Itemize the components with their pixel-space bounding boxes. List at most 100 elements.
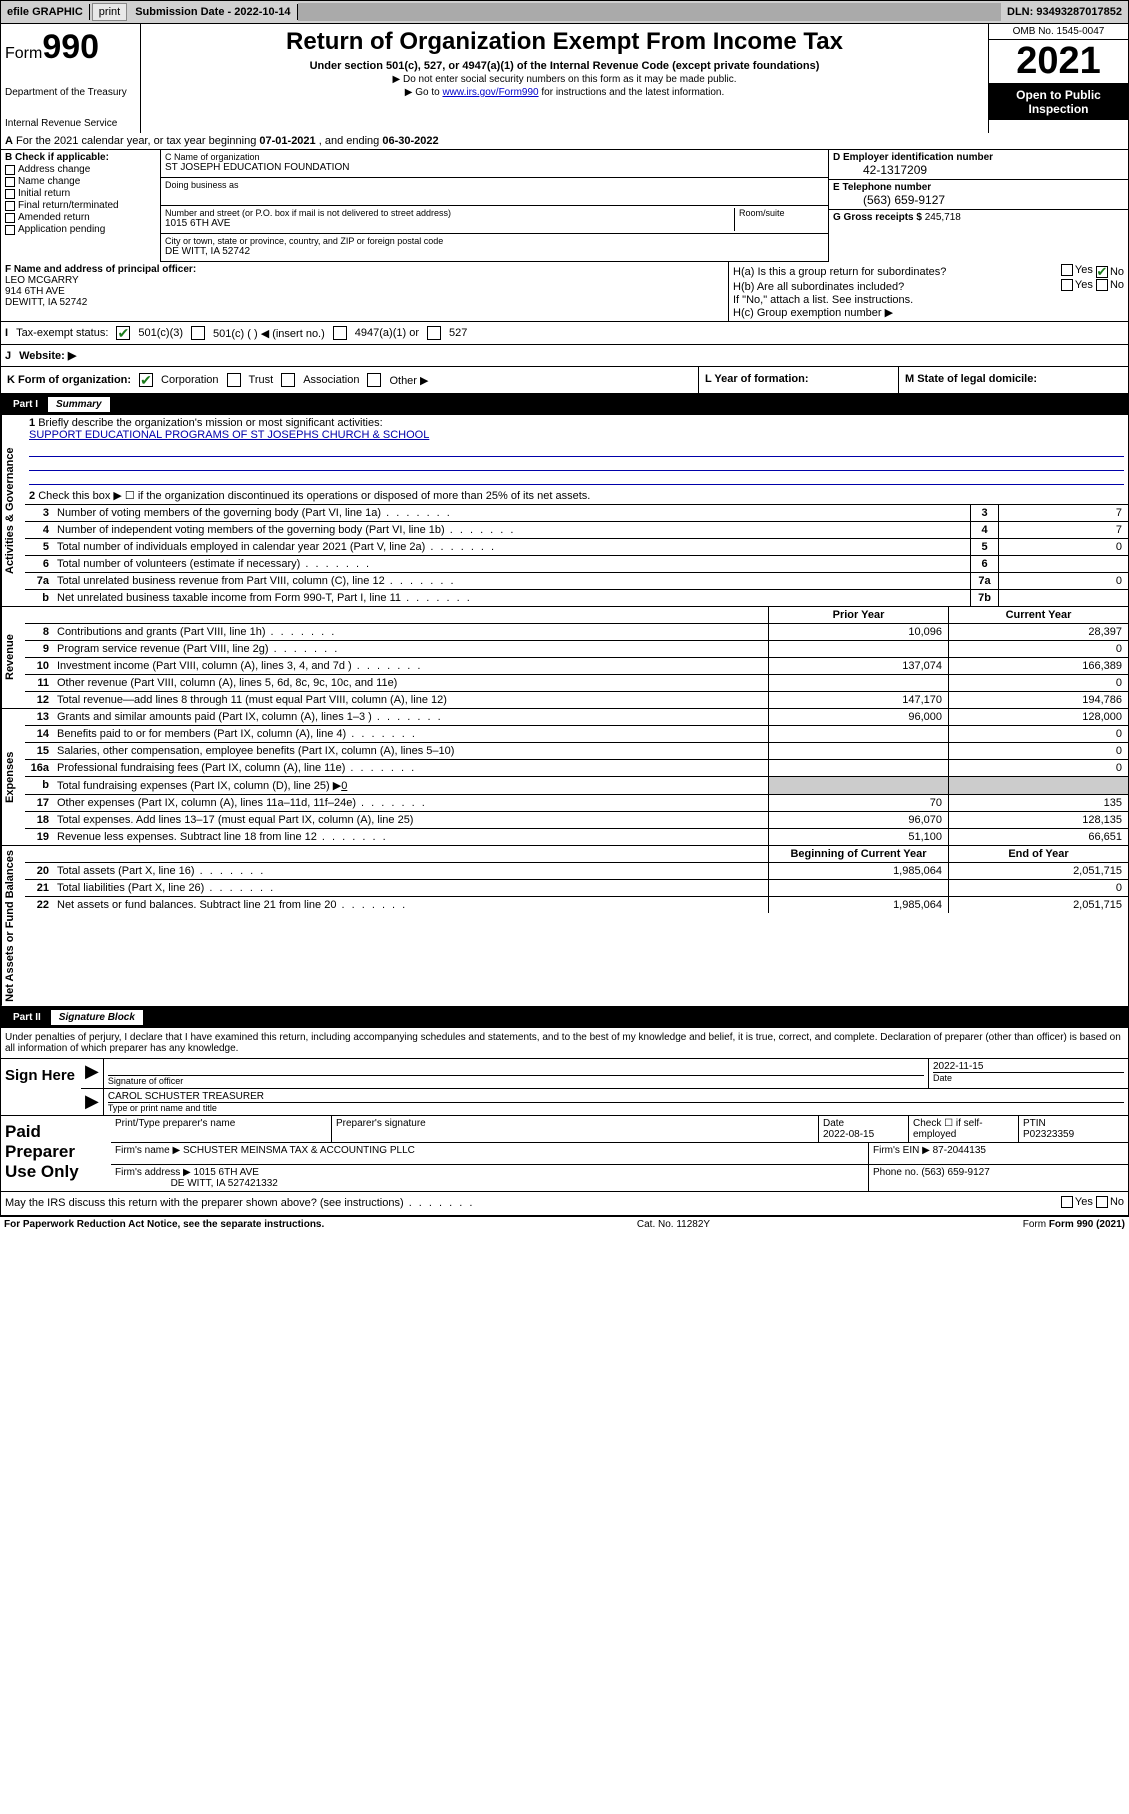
checkbox-icon — [5, 225, 15, 235]
check-label: Address change — [18, 164, 90, 175]
check-amended-return[interactable]: Amended return — [5, 212, 156, 223]
check-4947[interactable] — [333, 326, 347, 340]
officer-signature[interactable]: Signature of officer — [103, 1059, 928, 1088]
checkbox-icon — [5, 201, 15, 211]
l6-value — [998, 556, 1128, 572]
l17-current: 135 — [948, 795, 1128, 811]
netassets-tab: Net Assets or Fund Balances — [1, 846, 25, 1006]
k-label: K Form of organization: — [7, 374, 131, 386]
column-h: H(a) Is this a group return for subordin… — [728, 262, 1128, 321]
ha-yes[interactable]: Yes — [1061, 264, 1093, 276]
revenue-header: Prior YearCurrent Year — [25, 607, 1128, 623]
check-name-change[interactable]: Name change — [5, 176, 156, 187]
line-16b: bTotal fundraising expenses (Part IX, co… — [25, 776, 1128, 794]
ha-no[interactable]: No — [1096, 266, 1124, 278]
l-label: L Year of formation: — [705, 373, 809, 385]
prep-sig-label: Preparer's signature — [331, 1116, 818, 1142]
submission-date-label: Submission Date - — [135, 6, 234, 18]
telephone: (563) 659-9127 — [833, 193, 1124, 207]
officer-printed-name: CAROL SCHUSTER TREASURER — [108, 1091, 1124, 1102]
form-990: 990 — [42, 28, 99, 66]
check-initial-return[interactable]: Initial return — [5, 188, 156, 199]
officer-name-cell: CAROL SCHUSTER TREASURER Type or print n… — [103, 1089, 1128, 1115]
form-ref: Form Form 990 (2021) — [1023, 1219, 1125, 1230]
expenses-section: Expenses 13Grants and similar amounts pa… — [0, 709, 1129, 846]
line-19: 19Revenue less expenses. Subtract line 1… — [25, 828, 1128, 845]
hb-no[interactable]: No — [1096, 279, 1124, 291]
l16b-text: Total fundraising expenses (Part IX, col… — [53, 777, 768, 794]
check-association[interactable] — [281, 373, 295, 387]
ssn-note: ▶ Do not enter social security numbers o… — [149, 74, 980, 85]
firm-label: Firm's name ▶ — [115, 1145, 180, 1156]
header-right: OMB No. 1545-0047 2021 Open to Public In… — [988, 24, 1128, 133]
part-ii-title: Signature Block — [51, 1010, 143, 1025]
efile-label: efile GRAPHIC — [1, 4, 90, 20]
check-trust[interactable] — [227, 373, 241, 387]
line-11: 11Other revenue (Part VIII, column (A), … — [25, 674, 1128, 691]
tax-year: 2021 — [989, 40, 1128, 84]
print-button[interactable]: print — [92, 3, 127, 21]
revenue-tab: Revenue — [1, 607, 25, 708]
top-bar: efile GRAPHIC print Submission Date - 20… — [0, 0, 1129, 24]
l17-prior: 70 — [768, 795, 948, 811]
prep-name-label: Print/Type preparer's name — [111, 1116, 331, 1142]
check-501c[interactable] — [191, 326, 205, 340]
check-527[interactable] — [427, 326, 441, 340]
l14-prior — [768, 726, 948, 742]
l22-prior: 1,985,064 — [768, 897, 948, 913]
check-address-change[interactable]: Address change — [5, 164, 156, 175]
instructions-link[interactable]: www.irs.gov/Form990 — [442, 87, 538, 98]
opt-501c3: 501(c)(3) — [138, 327, 183, 339]
sig-date: 2022-11-15 — [933, 1061, 1124, 1072]
ha-label: H(a) Is this a group return for subordin… — [733, 266, 946, 278]
l7a-text: Total unrelated business revenue from Pa… — [53, 573, 970, 589]
discuss-yes[interactable]: Yes — [1061, 1196, 1093, 1208]
header-center: Return of Organization Exempt From Incom… — [141, 24, 988, 133]
prior-year-label: Prior Year — [768, 607, 948, 623]
l8-prior: 10,096 — [768, 624, 948, 640]
column-c: C Name of organization ST JOSEPH EDUCATI… — [161, 150, 828, 262]
l13-prior: 96,000 — [768, 709, 948, 725]
row-a-text: For the 2021 calendar year, or tax year … — [16, 135, 259, 147]
line-1: 1 Briefly describe the organization's mi… — [25, 415, 1128, 443]
block-b-c-d: B Check if applicable: Address change Na… — [0, 150, 1129, 262]
prep-date-cell: Date2022-08-15 — [818, 1116, 908, 1142]
l9-prior — [768, 641, 948, 657]
opt-527: 527 — [449, 327, 467, 339]
netassets-body: Beginning of Current YearEnd of Year 20T… — [25, 846, 1128, 1006]
check-final-return[interactable]: Final return/terminated — [5, 200, 156, 211]
l9-text: Program service revenue (Part VIII, line… — [53, 641, 768, 657]
l21-current: 0 — [948, 880, 1128, 896]
prep-date: 2022-08-15 — [823, 1129, 874, 1140]
firm-ein-cell: Firm's EIN ▶ 87-2044135 — [868, 1143, 1128, 1164]
tax-year-begin: 07-01-2021 — [259, 135, 315, 147]
checkbox-icon — [1061, 1196, 1073, 1208]
check-application-pending[interactable]: Application pending — [5, 224, 156, 235]
hb-yes[interactable]: Yes — [1061, 279, 1093, 291]
check-other[interactable] — [367, 373, 381, 387]
discuss-no[interactable]: No — [1096, 1196, 1124, 1208]
line-15: 15Salaries, other compensation, employee… — [25, 742, 1128, 759]
year-formation: L Year of formation: — [698, 367, 898, 393]
l11-current: 0 — [948, 675, 1128, 691]
l16a-current: 0 — [948, 760, 1128, 776]
l3-text: Number of voting members of the governin… — [53, 505, 970, 521]
website-label: Website: ▶ — [19, 349, 76, 362]
check-501c3[interactable] — [116, 326, 130, 340]
form-990-ref: Form 990 (2021) — [1049, 1219, 1125, 1230]
row-j: J Website: ▶ — [0, 345, 1129, 367]
ein-row: D Employer identification number 42-1317… — [829, 150, 1128, 180]
block-f-h: F Name and address of principal officer:… — [0, 262, 1129, 322]
line-8: 8Contributions and grants (Part VIII, li… — [25, 623, 1128, 640]
check-corporation[interactable] — [139, 373, 153, 387]
phone-label: Phone no. — [873, 1167, 919, 1178]
governance-tab: Activities & Governance — [1, 415, 25, 606]
l4-value: 7 — [998, 522, 1128, 538]
cat-number: Cat. No. 11282Y — [637, 1219, 710, 1230]
no-label: No — [1110, 1196, 1124, 1208]
form-word: Form — [5, 45, 42, 62]
form-number: Form990 — [5, 28, 136, 67]
l13-current: 128,000 — [948, 709, 1128, 725]
boy-label: Beginning of Current Year — [768, 846, 948, 862]
hb-label: H(b) Are all subordinates included? — [733, 281, 904, 293]
